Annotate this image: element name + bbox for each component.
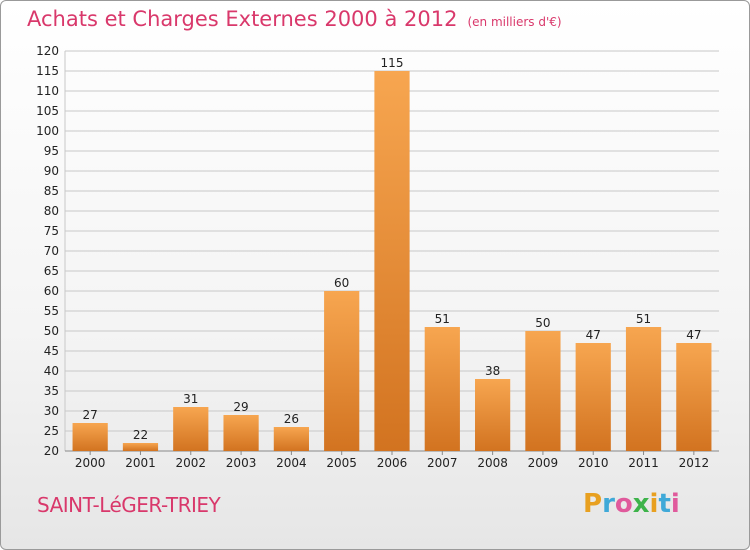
y-tick-label: 70: [44, 244, 59, 258]
chart-unit: (en milliers d'€): [467, 15, 562, 29]
data-label: 47: [586, 328, 601, 342]
commune-name: SAINT-LéGER-TRIEY: [37, 493, 221, 517]
y-tick-label: 85: [44, 184, 59, 198]
logo-letter: i: [670, 489, 680, 519]
x-tick-label: 2012: [679, 456, 710, 470]
x-tick-label: 2009: [528, 456, 559, 470]
x-tick-label: 2007: [427, 456, 458, 470]
bar-2012: [676, 343, 712, 451]
logo-letter: x: [632, 489, 650, 519]
bar-2007: [424, 327, 460, 451]
bar-2011: [625, 327, 662, 451]
y-tick-label: 105: [36, 104, 59, 118]
x-tick-label: 2003: [226, 456, 257, 470]
y-tick-label: 50: [44, 324, 59, 338]
logo-letter: i: [649, 489, 659, 519]
y-tick-label: 80: [44, 204, 59, 218]
logo-letter: r: [602, 489, 615, 519]
data-label: 26: [284, 412, 299, 426]
bar-2010: [575, 343, 611, 451]
proxiti-logo[interactable]: Proxiti: [583, 489, 680, 519]
x-tick-label: 2010: [578, 456, 609, 470]
data-label: 31: [183, 392, 198, 406]
x-tick-label: 2000: [75, 456, 106, 470]
data-label: 22: [133, 428, 148, 442]
y-tick-label: 45: [44, 344, 59, 358]
y-tick-label: 120: [36, 44, 59, 58]
bar-2001: [122, 443, 159, 451]
y-tick-label: 25: [44, 424, 59, 438]
chart-title-text: Achats et Charges Externes 2000 à 2012: [27, 7, 458, 31]
y-tick-label: 95: [44, 144, 59, 158]
bars: [72, 71, 712, 451]
x-tick-label: 2004: [276, 456, 307, 470]
y-tick-label: 100: [36, 124, 59, 138]
data-label: 38: [485, 364, 500, 378]
y-tick-label: 65: [44, 264, 59, 278]
bar-2005: [324, 291, 360, 451]
chart-title: Achats et Charges Externes 2000 à 2012 (e…: [27, 7, 562, 31]
bar-2006: [374, 71, 410, 451]
y-axis-ticks: 20 25 30 35 40 45 50 55 60 65 70 75 80 85 90 95 100 105 11…: [36, 44, 59, 458]
data-label: 51: [636, 312, 651, 326]
y-tick-label: 110: [36, 84, 59, 98]
y-tick-label: 55: [44, 304, 59, 318]
y-tick-label: 115: [36, 64, 59, 78]
y-tick-label: 40: [44, 364, 59, 378]
bar-2000: [72, 423, 108, 451]
x-tick-label: 2006: [377, 456, 408, 470]
x-tick-label: 2008: [477, 456, 508, 470]
logo-letter: t: [658, 489, 671, 519]
data-label: 51: [435, 312, 450, 326]
bar-2002: [173, 407, 209, 451]
x-tick-label: 2005: [326, 456, 357, 470]
y-tick-label: 60: [44, 284, 59, 298]
y-tick-label: 35: [44, 384, 59, 398]
y-tick-label: 30: [44, 404, 59, 418]
data-label: 27: [83, 408, 98, 422]
bar-2008: [475, 379, 511, 451]
x-tick-label: 2001: [125, 456, 156, 470]
logo-letter: P: [583, 489, 603, 519]
data-label: 115: [381, 56, 404, 70]
data-label: 47: [686, 328, 701, 342]
bar-2004: [273, 427, 309, 451]
data-labels: 27 22 31 29 26 60 115 51 38 50 47 51 47: [83, 56, 702, 442]
data-label: 29: [233, 400, 248, 414]
bar-2009: [525, 331, 561, 451]
y-tick-label: 90: [44, 164, 59, 178]
data-label: 50: [535, 316, 550, 330]
x-tick-label: 2002: [175, 456, 206, 470]
data-label: 60: [334, 276, 349, 290]
y-tick-label: 20: [44, 444, 59, 458]
x-tick-label: 2011: [628, 456, 659, 470]
y-tick-label: 75: [44, 224, 59, 238]
logo-letter: o: [614, 489, 633, 519]
x-axis-ticks: 2000 2001 2002 2003 2004 2005 2006 2007 2008 2009…: [75, 451, 709, 470]
bar-2003: [223, 415, 259, 451]
